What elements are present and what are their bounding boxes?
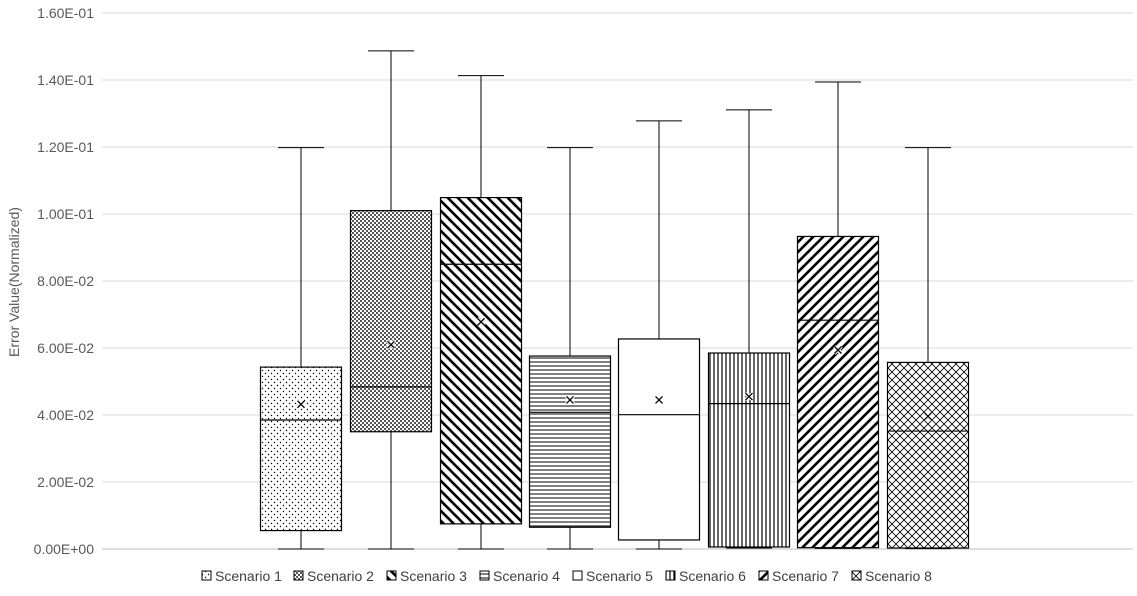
box-iqr xyxy=(349,210,433,433)
y-tick-label: 4.00E-02 xyxy=(37,407,94,423)
y-tick-label: 1.40E-01 xyxy=(37,72,94,88)
legend-item-3: Scenario 3 xyxy=(386,568,467,584)
gridlines xyxy=(102,12,1133,550)
box-4 xyxy=(528,147,612,550)
box-iqr xyxy=(439,196,523,525)
legend-swatch xyxy=(386,570,397,581)
box-iqr xyxy=(796,235,880,549)
y-axis-tick-labels: 0.00E+00 2.00E-02 4.00E-02 6.00E-02 8.00E-02… xyxy=(34,5,95,557)
legend-label: Scenario 7 xyxy=(772,568,839,584)
legend-swatch xyxy=(851,570,862,581)
legend-swatch xyxy=(293,570,304,581)
boxes xyxy=(259,50,970,550)
y-tick-label: 1.20E-01 xyxy=(37,139,94,155)
legend-label: Scenario 1 xyxy=(215,568,282,584)
legend-swatch xyxy=(758,570,769,581)
legend-item-4: Scenario 4 xyxy=(479,568,560,584)
legend-item-5: Scenario 5 xyxy=(572,568,653,584)
box-iqr xyxy=(617,338,701,541)
y-tick-label: 2.00E-02 xyxy=(37,474,94,490)
legend-item-6: Scenario 6 xyxy=(665,568,746,584)
legend-item-8: Scenario 8 xyxy=(851,568,932,584)
mean-marker xyxy=(924,412,932,421)
legend-label: Scenario 5 xyxy=(586,568,653,584)
y-axis-title: Error Value(Normalized) xyxy=(6,207,22,357)
mean-marker xyxy=(477,317,485,326)
box-iqr xyxy=(528,355,612,528)
box-8 xyxy=(886,147,970,550)
box-1 xyxy=(259,147,343,550)
box-iqr xyxy=(259,366,343,532)
legend-label: Scenario 2 xyxy=(307,568,374,584)
legend-label: Scenario 6 xyxy=(679,568,746,584)
box-2 xyxy=(349,50,433,550)
legend: Scenario 1 Scenario 2 Scenario 3 Scenario 4… xyxy=(201,568,932,584)
y-tick-label: 1.00E-01 xyxy=(37,206,94,222)
y-tick-label: 0.00E+00 xyxy=(34,541,95,557)
y-tick-label: 6.00E-02 xyxy=(37,340,94,356)
box-7 xyxy=(796,81,880,549)
legend-label: Scenario 4 xyxy=(493,568,560,584)
y-tick-label: 1.60E-01 xyxy=(37,5,94,21)
legend-swatch xyxy=(201,570,212,581)
mean-marker xyxy=(655,395,663,404)
legend-item-2: Scenario 2 xyxy=(293,568,374,584)
box-iqr xyxy=(707,352,791,548)
legend-item-7: Scenario 7 xyxy=(758,568,839,584)
legend-item-1: Scenario 1 xyxy=(201,568,282,584)
mean-marker xyxy=(387,340,395,349)
box-6 xyxy=(707,109,791,549)
mean-marker xyxy=(745,392,753,401)
box-iqr xyxy=(886,361,970,549)
legend-swatch xyxy=(572,570,583,581)
legend-label: Scenario 8 xyxy=(865,568,932,584)
mean-marker xyxy=(297,400,305,409)
legend-label: Scenario 3 xyxy=(400,568,467,584)
box-3 xyxy=(439,75,523,550)
y-tick-label: 8.00E-02 xyxy=(37,273,94,289)
legend-swatch xyxy=(665,570,676,581)
mean-marker xyxy=(834,346,842,354)
mean-marker xyxy=(566,395,574,404)
legend-swatch xyxy=(479,570,490,581)
box-5 xyxy=(617,120,701,550)
